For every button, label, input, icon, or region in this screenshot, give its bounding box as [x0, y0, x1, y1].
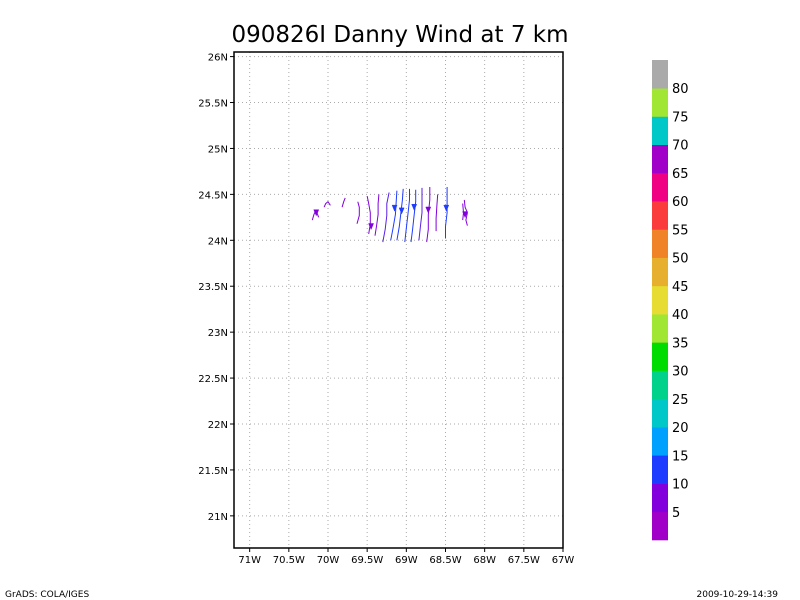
colorbar-bin	[652, 201, 668, 230]
streamline	[410, 189, 417, 243]
colorbar-label: 15	[672, 449, 689, 464]
y-tick-label: 24.5N	[198, 190, 228, 201]
colorbar-bin	[652, 398, 668, 428]
colorbar-bin	[652, 257, 668, 287]
colorbar-bin	[652, 427, 668, 456]
footer-credit: GrADS: COLA/IGES	[5, 590, 89, 600]
colorbar-bin	[652, 172, 668, 202]
colorbar-bin	[652, 229, 668, 258]
y-tick-label: 23.5N	[198, 282, 228, 293]
colorbar-label: 25	[672, 393, 689, 408]
colorbar-label: 20	[672, 421, 689, 436]
y-tick-label: 22.5N	[198, 374, 228, 385]
colorbar-label: 75	[672, 110, 689, 125]
x-axis-ticks: 71W 70.5W 70W 69.5W 69W 68.5W 68W 67.5W 67W	[238, 548, 574, 566]
streamline	[374, 194, 380, 236]
streamline-arrowhead	[462, 211, 468, 219]
colorbar-label: 55	[672, 223, 689, 238]
colorbar-label: 30	[672, 365, 689, 380]
streamline	[418, 187, 423, 241]
y-axis-ticks: 21N 21.5N 22N 22.5N 23N 23.5N 24N 24.5N 25N 25.5N…	[198, 53, 234, 523]
streamline-arrowhead	[368, 223, 374, 231]
streamline	[426, 187, 431, 243]
colorbar-label: 60	[672, 195, 689, 210]
colorbar-bin	[652, 511, 668, 541]
streamline-arrowhead	[443, 204, 450, 212]
colorbar-label: 35	[672, 336, 689, 351]
x-tick-label: 70.5W	[273, 555, 305, 566]
colorbar-label: 5	[672, 506, 680, 521]
streamline-arrowhead	[391, 204, 398, 212]
y-tick-label: 25.5N	[198, 99, 228, 110]
colorbar-label: 45	[672, 280, 689, 295]
streamlines	[311, 187, 468, 243]
streamline	[396, 188, 404, 241]
streamline	[323, 200, 331, 208]
colorbar-bin	[652, 116, 668, 146]
colorbar-bin	[652, 455, 668, 484]
x-tick-label: 70W	[317, 555, 340, 566]
streamline	[366, 196, 371, 234]
streamline	[463, 199, 468, 226]
y-tick-label: 21N	[208, 512, 228, 523]
colorbar: 5 10 15 20 25 30 35 40 45 50 55 60 65 70 75 80	[652, 60, 689, 541]
colorbar-label: 10	[672, 478, 689, 493]
footer-timestamp: 2009-10-29-14:39	[697, 590, 779, 600]
streamline-arrowhead	[398, 207, 405, 215]
colorbar-label: 65	[672, 167, 689, 182]
streamline	[445, 187, 448, 239]
colorbar-label: 70	[672, 139, 689, 154]
streamline	[356, 201, 360, 224]
x-tick-label: 67W	[552, 555, 575, 566]
colorbar-label: 50	[672, 252, 689, 267]
x-tick-label: 69.5W	[351, 555, 383, 566]
y-tick-label: 25N	[208, 144, 228, 155]
streamline	[390, 190, 398, 241]
streamline-arrowhead	[313, 209, 320, 217]
x-tick-label: 71W	[238, 555, 261, 566]
colorbar-bin	[652, 370, 668, 400]
colorbar-bin	[652, 144, 668, 174]
streamline	[341, 197, 346, 208]
streamline	[382, 192, 390, 243]
streamline-arrowhead	[411, 203, 418, 211]
y-tick-label: 26N	[208, 53, 228, 64]
x-tick-label: 68.5W	[429, 555, 461, 566]
y-tick-label: 21.5N	[198, 466, 228, 477]
x-tick-label: 67.5W	[508, 555, 540, 566]
colorbar-bin	[652, 483, 668, 513]
y-tick-label: 24N	[208, 236, 228, 247]
y-tick-label: 23N	[208, 328, 228, 339]
y-tick-label: 22N	[208, 420, 228, 431]
plot-frame	[233, 51, 564, 549]
colorbar-label: 80	[672, 82, 689, 97]
streamline-arrowhead	[425, 206, 432, 214]
x-tick-label: 68W	[473, 555, 496, 566]
colorbar-bin	[652, 342, 668, 371]
streamline	[435, 194, 439, 232]
chart-title: 090826I Danny Wind at 7 km	[232, 22, 569, 48]
streamline	[404, 188, 410, 243]
x-tick-label: 69W	[395, 555, 418, 566]
colorbar-bin	[652, 285, 668, 315]
colorbar-bin	[652, 314, 668, 343]
colorbar-bin	[652, 88, 668, 117]
colorbar-label: 40	[672, 308, 689, 323]
grid-lines	[234, 52, 564, 548]
colorbar-bin	[652, 60, 668, 89]
